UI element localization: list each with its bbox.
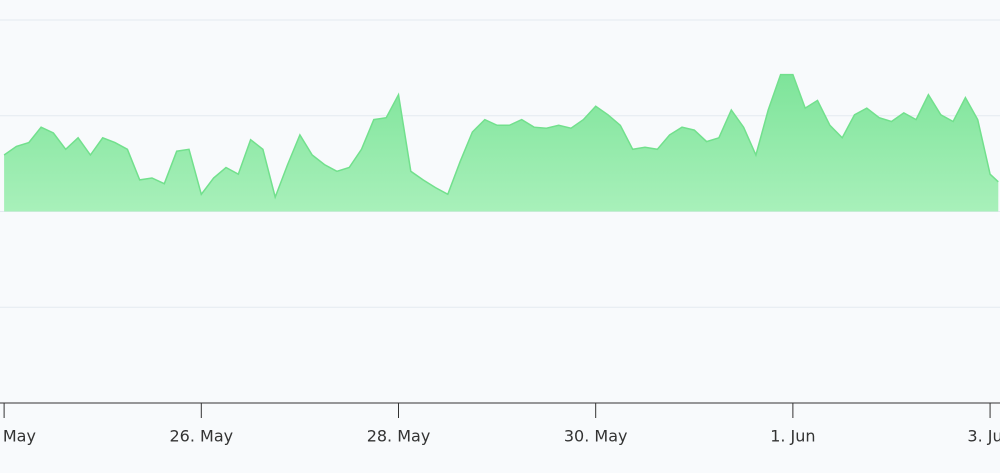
x-tick-label: 3. Jun <box>967 427 1000 446</box>
x-tick-label: 24. May <box>0 427 36 446</box>
x-tick-label: 26. May <box>169 427 233 446</box>
x-tick-label: 30. May <box>564 427 628 446</box>
line <box>3 73 999 200</box>
area <box>4 74 999 212</box>
x-tick-label: 1. Jun <box>770 427 815 446</box>
x-tick-label: 28. May <box>367 427 431 446</box>
